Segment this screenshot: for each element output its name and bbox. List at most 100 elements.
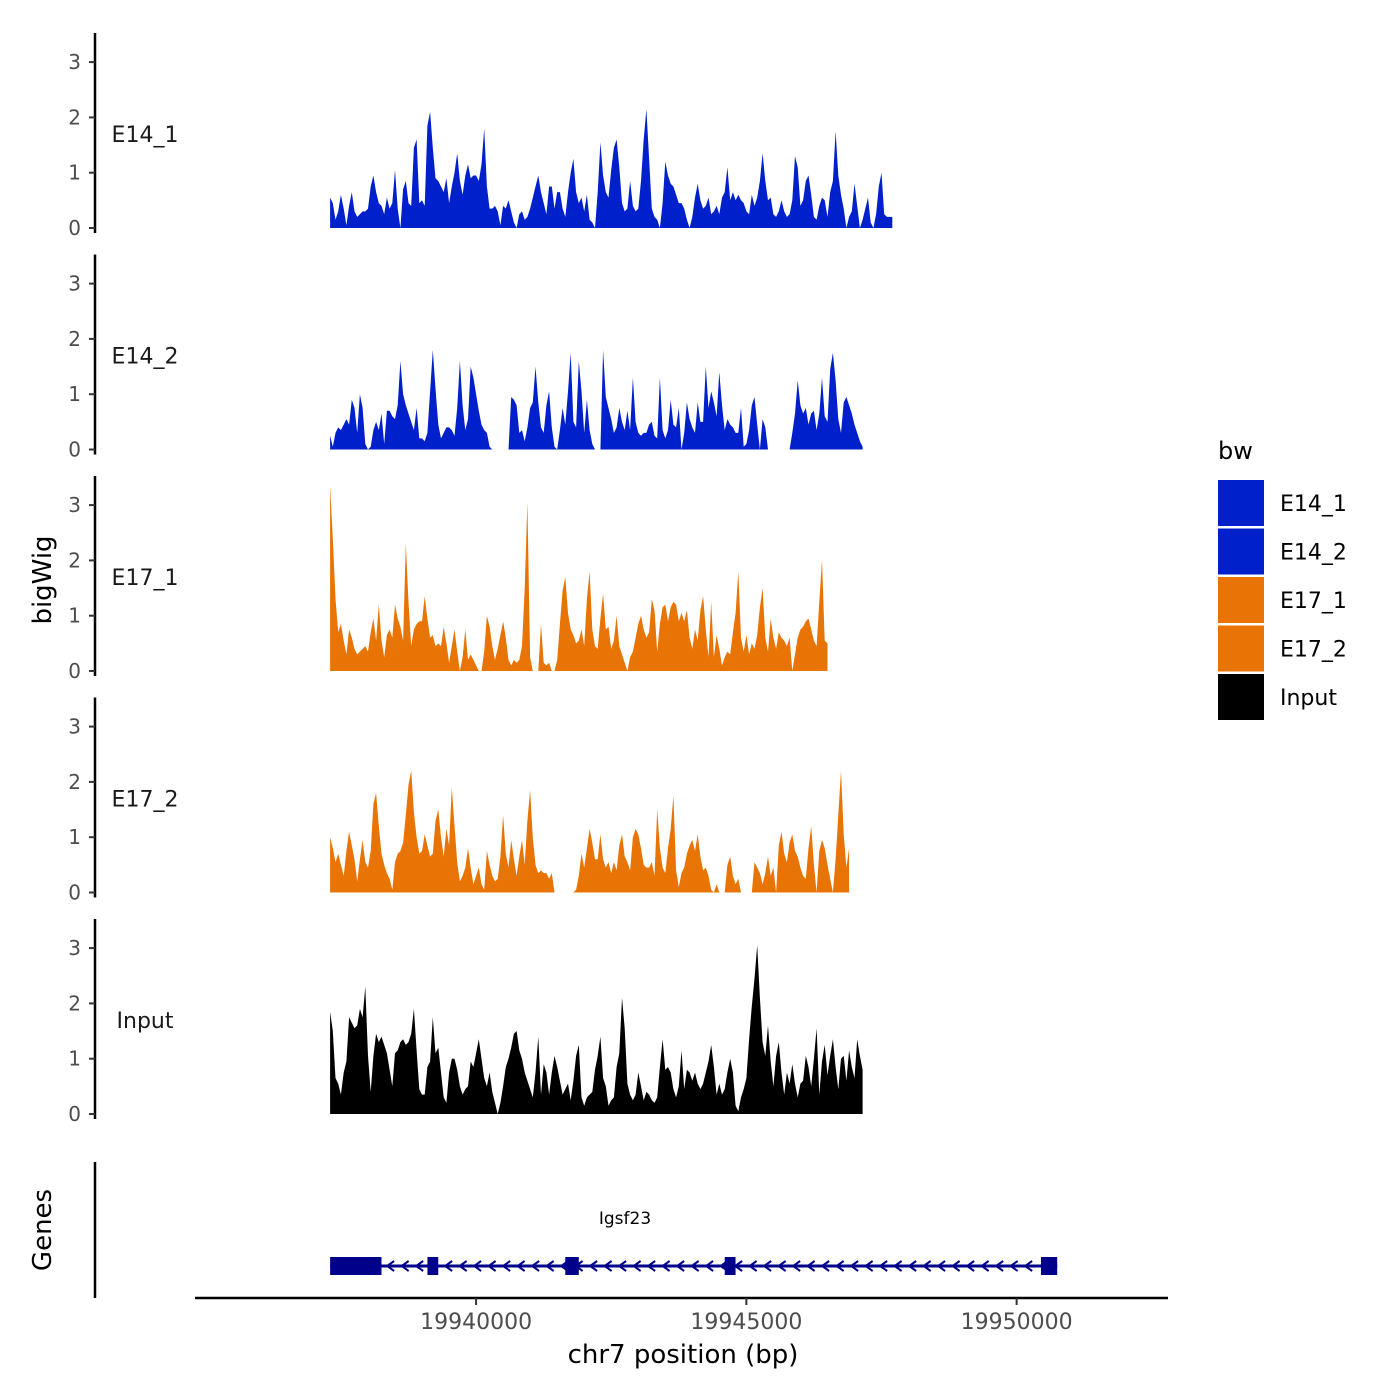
y-tick-label: 2 (68, 548, 81, 572)
x-tick-label: 19950000 (961, 1310, 1073, 1335)
y-axis-title: bigWig (28, 535, 58, 624)
bigwig-tracks: 0 1 2 3 E14_1 0 1 2 3 E14_2 0 1 2 3 E17_1 0 1 2 3 E17_2 0 1 2 3… (68, 33, 893, 1126)
legend-label: E17_2 (1280, 638, 1347, 663)
strand-arrow (834, 1260, 845, 1272)
track-e17-1: 0 1 2 3 E17_1 (68, 476, 828, 683)
gene-exon (565, 1257, 579, 1275)
strand-arrow (747, 1260, 758, 1272)
coverage-area (330, 109, 893, 228)
strand-arrow (776, 1260, 787, 1272)
coverage-area (330, 350, 863, 450)
y-tick-label: 1 (68, 825, 81, 849)
legend-label: Input (1280, 686, 1337, 711)
strand-arrow (805, 1260, 816, 1272)
legend: bw E14_1 E14_2 E17_1 E17_2 Input (1218, 437, 1347, 720)
track-label: Input (117, 1009, 174, 1034)
strand-arrow (660, 1260, 671, 1272)
y-tick-label: 1 (68, 1047, 81, 1071)
coverage-area (330, 485, 828, 671)
track-label: E17_2 (112, 788, 179, 813)
strand-arrow (965, 1260, 975, 1272)
y-tick-label: 3 (68, 936, 81, 960)
y-tick-label: 3 (68, 272, 81, 296)
strand-arrow (501, 1260, 511, 1272)
track-e17-2: 0 1 2 3 E17_2 (68, 697, 850, 905)
strand-arrow (530, 1260, 540, 1272)
y-tick-label: 0 (68, 438, 81, 462)
legend-swatch (1218, 528, 1264, 575)
strand-arrow (762, 1260, 772, 1272)
y-tick-label: 1 (68, 604, 81, 628)
track-e14-2: 0 1 2 3 E14_2 (68, 254, 863, 462)
y-tick-label: 0 (68, 1102, 81, 1126)
y-tick-label: 1 (68, 382, 81, 406)
y-tick-label: 3 (68, 50, 81, 74)
gene-exon (724, 1257, 736, 1275)
x-tick-label: 19940000 (420, 1310, 532, 1335)
strand-arrow (588, 1260, 598, 1272)
legend-swatch (1218, 480, 1264, 526)
strand-arrow (689, 1260, 700, 1272)
track-input: 0 1 2 3 Input (68, 919, 863, 1126)
track-label: E14_2 (112, 345, 179, 370)
y-tick-label: 0 (68, 216, 81, 240)
track-label: E14_1 (112, 123, 179, 148)
strand-arrow (1008, 1260, 1019, 1272)
strand-arrow (457, 1260, 468, 1272)
y-tick-label: 1 (68, 161, 81, 185)
gene-exon (330, 1257, 382, 1275)
strand-arrow (414, 1260, 424, 1272)
y-tick-label: 0 (68, 881, 81, 905)
legend-swatch (1218, 674, 1264, 720)
y-tick-label: 2 (68, 991, 81, 1015)
strand-arrow (950, 1260, 961, 1272)
legend-label: E17_1 (1280, 589, 1347, 614)
strand-arrow (1023, 1260, 1033, 1272)
strand-arrow (820, 1260, 830, 1272)
strand-arrow (791, 1260, 801, 1272)
y-tick-label: 0 (68, 659, 81, 683)
gene-exon (427, 1257, 439, 1275)
track-e14-1: 0 1 2 3 E14_1 (68, 33, 893, 240)
x-axis: 19940000 19945000 19950000 (195, 1296, 1168, 1335)
legend-label: E14_2 (1280, 541, 1347, 566)
gene-exon (1040, 1257, 1058, 1275)
strand-arrow (486, 1260, 497, 1272)
gene-name-label: Igsf23 (599, 1209, 651, 1229)
strand-arrow (515, 1260, 526, 1272)
y-tick-label: 2 (68, 105, 81, 129)
strand-arrow (617, 1260, 627, 1272)
strand-arrow (675, 1260, 685, 1272)
legend-label: E14_1 (1280, 492, 1347, 517)
strand-arrow (936, 1260, 946, 1272)
strand-arrow (878, 1260, 888, 1272)
coverage-area (330, 770, 850, 893)
legend-swatch (1218, 577, 1264, 623)
strand-arrow (979, 1260, 990, 1272)
strand-arrow (602, 1260, 613, 1272)
legend-title: bw (1218, 437, 1253, 465)
strand-arrow (443, 1260, 453, 1272)
strand-arrow (631, 1260, 642, 1272)
y-tick-label: 2 (68, 770, 81, 794)
strand-arrow (907, 1260, 917, 1272)
genes-axis-title: Genes (28, 1189, 58, 1271)
legend-swatch (1218, 625, 1264, 672)
y-tick-label: 3 (68, 493, 81, 517)
strand-arrow (472, 1260, 482, 1272)
strand-arrow (646, 1260, 656, 1272)
track-label: E17_1 (112, 566, 179, 591)
x-axis-title: chr7 position (bp) (568, 1340, 799, 1370)
strand-arrow (849, 1260, 859, 1272)
strand-arrow (921, 1260, 932, 1272)
strand-arrow (863, 1260, 874, 1272)
x-tick-label: 19945000 (690, 1310, 802, 1335)
strand-arrow (385, 1260, 395, 1272)
strand-arrow (399, 1260, 410, 1272)
strand-arrow (704, 1260, 714, 1272)
y-tick-label: 3 (68, 715, 81, 739)
strand-arrow (892, 1260, 903, 1272)
y-tick-label: 2 (68, 327, 81, 351)
strand-arrow (544, 1260, 555, 1272)
